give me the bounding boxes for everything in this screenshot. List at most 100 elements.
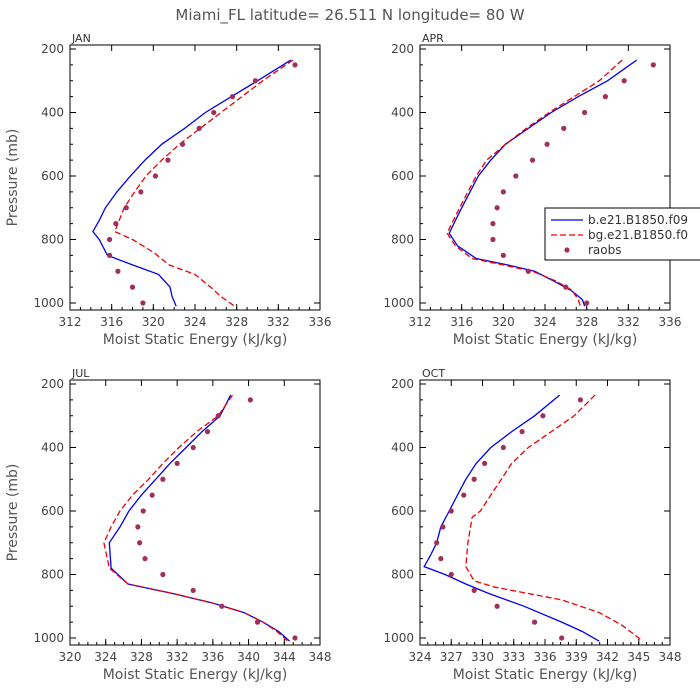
x-tick-label: 339 [565,650,588,664]
x-tick-label: 340 [237,650,260,664]
x-axis-label: Moist Static Energy (kJ/kg) [453,332,638,348]
raobs-marker [500,252,506,258]
raobs-marker [140,300,146,306]
raobs-marker [292,635,298,641]
x-tick-label: 320 [142,315,165,329]
x-tick-label: 328 [225,315,248,329]
panel-title: JAN [71,32,91,45]
y-tick-label: 400 [391,441,414,455]
raobs-marker [140,508,146,514]
raobs-marker [149,492,155,498]
raobs-marker [190,587,196,593]
y-tick-label: 1000 [33,631,64,645]
panels: JAN 312 316 320 324 328 332 336 200 400 600 800 1000… [5,32,681,683]
x-tick-label: 328 [575,315,598,329]
panel-title: APR [422,32,444,45]
plot-frame [69,44,321,311]
raobs-marker [481,460,488,466]
raobs-marker [138,189,144,195]
raobs-marker [500,444,506,451]
series-group [92,59,298,307]
raobs-marker [247,397,253,403]
raobs-marker [581,109,588,116]
legend-swatch-raobs [564,247,570,253]
y-tick-label: 600 [41,169,64,183]
legend-entry: b.e21.B1850.f09 [588,213,688,227]
raobs-marker [179,141,186,147]
y-tick-label: 600 [41,504,64,518]
series-line-bg [465,394,644,642]
raobs-marker [494,603,500,609]
x-tick-label: 316 [450,315,473,329]
x-tick-label: 332 [617,315,640,329]
y-tick-label: 600 [391,169,414,183]
plot-frame [419,44,671,311]
raobs-marker [494,205,500,211]
raobs-marker [544,141,550,147]
x-tick-label: 336 [201,650,224,664]
x-tick-label: 312 [59,315,82,329]
raobs-marker [204,429,211,435]
y-tick-label: 400 [41,441,64,455]
raobs-marker [190,444,196,451]
panel-title: JUL [71,367,90,380]
raobs-marker [113,221,119,227]
x-tick-label: 342 [596,650,619,664]
y-tick-label: 800 [41,568,64,582]
raobs-marker [115,268,121,274]
raobs-marker [152,173,159,179]
legend-entry: bg.e21.B1850.f0 [588,228,688,242]
raobs-marker [531,619,538,625]
legend-box [544,207,700,261]
raobs-marker [438,556,444,562]
x-tick-label: 348 [659,650,682,664]
legend-entry: raobs [588,243,622,257]
x-axis-label: Moist Static Energy (kJ/kg) [453,667,638,683]
raobs-marker [160,571,166,578]
x-tick-label: 320 [492,315,515,329]
raobs-marker [559,635,565,641]
raobs-marker [219,603,225,609]
raobs-marker [490,236,496,243]
panel-jul: JUL 320 324 328 332 336 340 344 348 200 400 600 800 1… [5,367,331,683]
x-tick-label: 344 [273,650,296,664]
y-tick-label: 1000 [383,631,414,645]
raobs-marker [211,109,217,116]
x-tick-label: 336 [659,315,682,329]
series-line-b [92,59,292,307]
x-tick-label: 345 [627,650,650,664]
raobs-marker [461,492,467,498]
raobs-marker [137,540,143,546]
x-tick-label: 316 [100,315,123,329]
x-tick-label: 336 [309,315,332,329]
x-tick-label: 336 [534,650,557,664]
x-tick-label: 324 [409,650,432,664]
panel-jan: JAN 312 316 320 324 328 332 336 200 400 600 800 1000… [5,32,331,348]
raobs-marker [561,125,567,131]
series-line-bg [446,59,623,307]
y-tick-label: 800 [391,568,414,582]
plot-frame [419,379,671,646]
raobs-marker [513,173,519,179]
raobs-marker [540,413,546,419]
x-tick-label: 324 [94,650,117,664]
raobs-marker [448,508,454,514]
x-tick-label: 330 [471,650,494,664]
raobs-marker [292,62,298,68]
raobs-marker [529,157,536,163]
raobs-marker [471,476,477,482]
y-tick-label: 200 [41,42,64,56]
y-axis-label: Pressure (mb) [5,129,21,227]
series-group [446,59,656,307]
x-tick-label: 333 [502,650,525,664]
raobs-marker [490,221,496,227]
y-tick-label: 800 [41,233,64,247]
raobs-marker [500,189,506,195]
y-tick-label: 1000 [33,296,64,310]
panel-title: OCT [422,367,445,380]
raobs-marker [448,571,454,578]
raobs-marker [142,556,148,562]
raobs-marker [440,524,446,530]
y-tick-label: 600 [391,504,414,518]
